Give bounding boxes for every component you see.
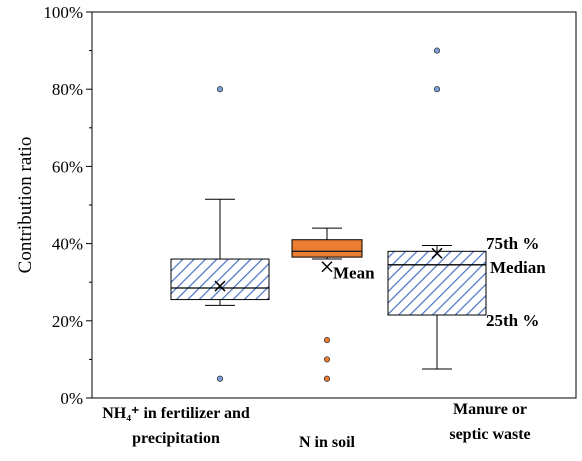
mean-marker <box>431 247 443 259</box>
annotation-median: Median <box>490 258 546 277</box>
y-tick-label: 40% <box>52 235 83 254</box>
mean-marker <box>321 261 333 273</box>
outlier-point <box>323 356 331 363</box>
outlier-point <box>323 337 331 344</box>
box-iqr <box>387 250 487 316</box>
box-group <box>170 86 270 382</box>
y-axis-title: Contribution ratio <box>15 137 36 274</box>
y-tick-label: 100% <box>43 3 83 22</box>
x-category-label: N in soil <box>299 434 356 451</box>
x-category-label: precipitation <box>132 430 220 447</box>
x-category-label: NH₄⁺ in fertilizer and <box>102 405 250 422</box>
box-iqr <box>170 258 270 301</box>
y-tick-label: 20% <box>52 312 83 331</box>
x-category-label: Manure or <box>453 401 527 418</box>
outlier-point <box>216 86 224 93</box>
annotation-mean: Mean <box>333 263 375 282</box>
box-group <box>387 47 487 370</box>
x-category-label: septic waste <box>449 426 530 443</box>
plot-frame <box>91 11 577 399</box>
y-tick-label: 60% <box>52 157 83 176</box>
mean-marker <box>214 280 226 292</box>
box-iqr <box>291 239 363 258</box>
annotation-75th: 75th % <box>486 234 539 253</box>
annotation-25th: 25th % <box>486 311 539 330</box>
outlier-point <box>433 47 441 54</box>
box-group <box>291 227 363 382</box>
outlier-point <box>323 375 331 382</box>
outlier-point <box>216 375 224 382</box>
outlier-point <box>433 86 441 93</box>
y-tick-label: 0% <box>60 389 83 408</box>
y-tick-label: 80% <box>52 80 83 99</box>
